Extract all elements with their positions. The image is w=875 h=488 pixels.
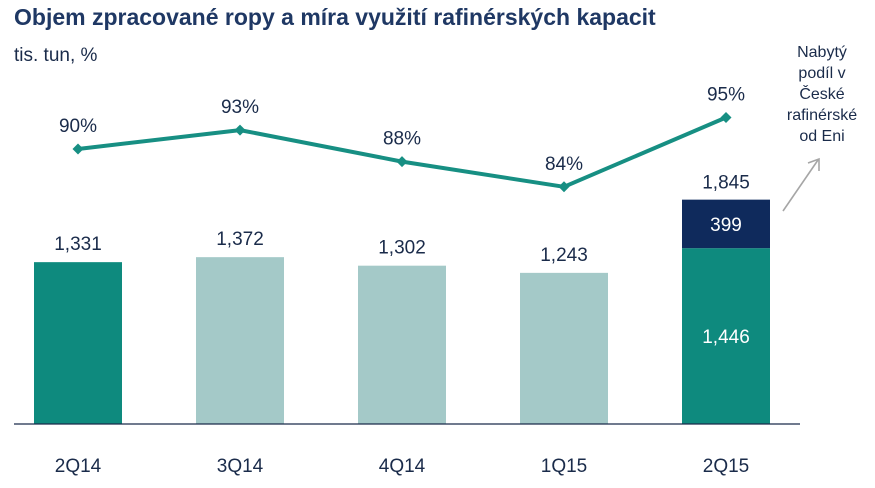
utilisation-point	[72, 143, 84, 155]
x-tick-label: 2Q15	[703, 456, 749, 477]
annotation-text: Nabytý	[797, 44, 847, 61]
utilisation-label: 88%	[383, 129, 421, 150]
utilisation-label: 90%	[59, 116, 97, 137]
utilisation-point	[234, 124, 246, 136]
annotation-text: rafinérské	[787, 107, 857, 124]
annotation-text: podíl v	[798, 65, 845, 82]
bar-value-label: 1,243	[540, 245, 588, 266]
x-tick-label: 4Q14	[379, 456, 426, 477]
utilisation-point	[558, 181, 570, 193]
utilisation-label: 95%	[707, 85, 745, 106]
utilisation-point	[396, 156, 408, 168]
utilisation-label: 84%	[545, 154, 583, 175]
bar-1q15	[520, 272, 608, 424]
bar-value-label: 1,302	[378, 238, 426, 259]
bar-value-label: 1,331	[54, 234, 102, 255]
bar-2q15	[682, 248, 770, 424]
x-tick-label: 3Q14	[217, 456, 264, 477]
bar-3q14	[196, 257, 284, 424]
bar-4q14	[358, 265, 446, 424]
chart-subtitle: tis. tun, %	[14, 45, 98, 66]
x-tick-label: 2Q14	[55, 456, 102, 477]
bar-stack-acquired	[682, 199, 770, 249]
annotation-arrow	[782, 159, 819, 212]
bar-value-label: 1,446	[702, 327, 750, 348]
utilisation-point	[720, 112, 732, 123]
stack-total-label: 1,845	[702, 173, 750, 194]
stack-value-label: 399	[710, 215, 742, 236]
bar-2q14	[34, 262, 122, 424]
x-tick-label: 1Q15	[541, 456, 587, 477]
annotation-arrowhead	[807, 157, 820, 171]
annotation-text: od Eni	[799, 128, 844, 145]
annotation-text: České	[799, 84, 844, 103]
utilisation-label: 93%	[221, 97, 259, 118]
chart-title: Objem zpracované ropy a míra využití raf…	[14, 4, 656, 30]
bar-value-label: 1,372	[216, 229, 264, 250]
